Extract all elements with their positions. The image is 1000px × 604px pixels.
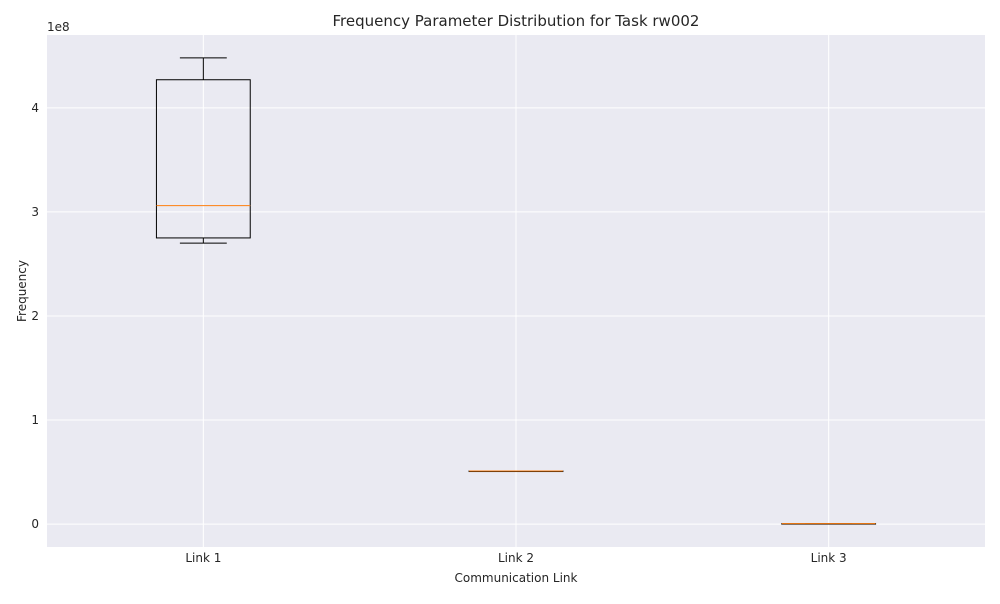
x-tick-label: Link 2 [498, 551, 534, 565]
box-1 [155, 57, 251, 244]
x-axis-label: Communication Link [455, 571, 578, 585]
y-tick-label: 3 [31, 205, 39, 219]
grid-lines [47, 35, 985, 547]
x-tick-label: Link 3 [811, 551, 847, 565]
y-axis-label: Frequency [15, 260, 29, 322]
box-series [155, 57, 877, 525]
y-offset-label: 1e8 [47, 20, 70, 34]
y-tick-label: 1 [31, 413, 39, 427]
iqr-box [155, 79, 251, 239]
box-2 [468, 470, 564, 473]
y-tick-label: 4 [31, 101, 39, 115]
axis-ticks: 0 1 2 3 4 Link 1 Link 2 Link 3 [31, 101, 846, 565]
x-tick-label: Link 1 [185, 551, 221, 565]
chart-title: Frequency Parameter Distribution for Tas… [333, 12, 700, 30]
box-3 [781, 523, 877, 525]
y-tick-label: 2 [31, 309, 39, 323]
y-tick-label: 0 [31, 517, 39, 531]
